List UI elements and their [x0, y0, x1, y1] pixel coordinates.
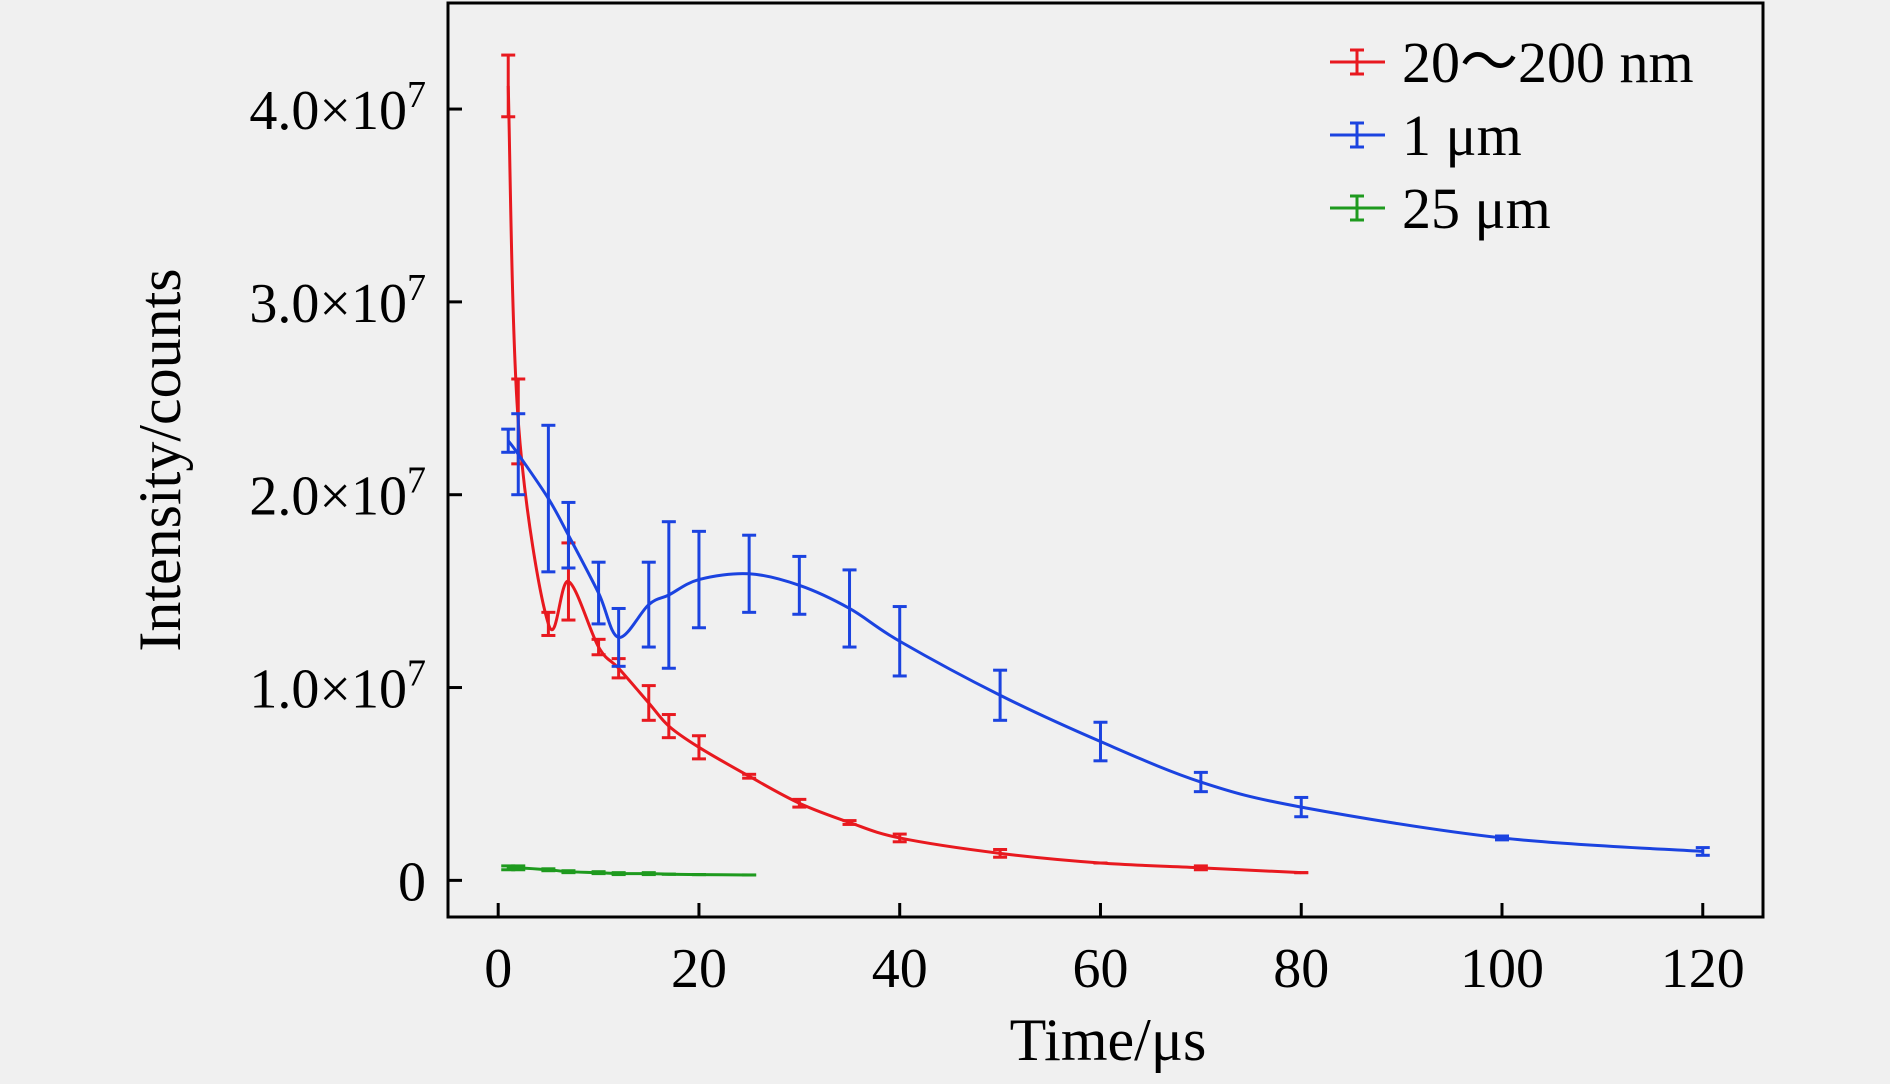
y-axis-title: Intensity/counts — [127, 268, 193, 651]
y-tick-mantissa: 4.0×10 — [249, 80, 407, 142]
legend-label: 20〜200 nm — [1402, 30, 1694, 95]
error-bar — [742, 533, 757, 614]
error-bar — [641, 560, 656, 649]
error-bar — [511, 412, 526, 497]
error-bar — [661, 520, 676, 670]
plot-frame — [446, 1, 1765, 919]
error-bar — [611, 606, 626, 668]
x-tick-label: 20 — [671, 938, 727, 1000]
legend: 20〜200 nm 1 μm 25 μm — [1330, 30, 1694, 241]
error-bar — [611, 871, 626, 877]
series-1 — [501, 412, 1710, 857]
error-bar — [1495, 834, 1510, 842]
error-bar — [541, 610, 556, 637]
error-bar — [501, 53, 516, 119]
error-bar — [541, 867, 556, 873]
y-tick-mantissa: 1.0×10 — [249, 659, 407, 721]
legend-item: 20〜200 nm — [1330, 30, 1694, 95]
error-bar — [742, 772, 757, 780]
legend-label: 1 μm — [1402, 103, 1522, 168]
x-tick-label: 60 — [1072, 938, 1128, 1000]
error-bar — [1294, 795, 1309, 819]
error-bar — [511, 864, 526, 872]
error-bar — [561, 500, 576, 570]
series-layer — [501, 53, 1710, 877]
x-tick-label: 120 — [1661, 938, 1745, 1000]
y-tick-mantissa: 3.0×10 — [249, 273, 407, 335]
error-bar — [892, 605, 907, 678]
error-bar — [501, 427, 516, 454]
series-line — [506, 85, 1302, 875]
error-bar — [691, 734, 706, 761]
error-bar — [842, 568, 857, 649]
error-bar — [993, 848, 1008, 859]
error-bar — [993, 668, 1008, 722]
y-tick-label: 3.0×107 — [249, 267, 426, 335]
error-bar — [591, 637, 606, 657]
y-tick-label: 1.0×107 — [249, 653, 426, 721]
error-bar — [792, 797, 807, 809]
series-0 — [501, 53, 1309, 875]
x-tick-label: 80 — [1273, 938, 1329, 1000]
y-tick-label: 0 — [398, 851, 426, 913]
y-tick-exponent: 7 — [407, 74, 426, 116]
legend-item: 25 μm — [1330, 176, 1551, 241]
error-bar — [1093, 720, 1108, 763]
error-bar — [561, 869, 576, 875]
y-tick-label: 4.0×107 — [249, 74, 426, 142]
error-bar — [1193, 864, 1208, 872]
x-tick-label: 40 — [872, 938, 928, 1000]
error-bar — [591, 870, 606, 876]
x-axis-title: Time/μs — [1010, 1007, 1207, 1073]
error-bar — [661, 713, 676, 740]
y-tick-exponent: 7 — [407, 460, 426, 502]
error-bar — [792, 554, 807, 616]
error-bar — [591, 560, 606, 626]
y-tick-mantissa: 0 — [398, 851, 426, 913]
series-2 — [501, 864, 757, 877]
y-tick-mantissa: 2.0×10 — [249, 466, 407, 528]
x-tick-label: 100 — [1460, 938, 1544, 1000]
x-axis-ticks: 0 20 40 60 80 100 120 — [484, 903, 1745, 1000]
series-line — [507, 439, 1703, 853]
x-tick-label: 0 — [484, 938, 512, 1000]
error-bar — [541, 423, 556, 574]
error-bar — [691, 529, 706, 630]
error-bar — [1695, 846, 1710, 857]
error-bar — [641, 871, 656, 877]
error-bar — [892, 832, 907, 844]
legend-label: 25 μm — [1402, 176, 1551, 241]
error-bar — [1193, 770, 1208, 794]
legend-item: 1 μm — [1330, 103, 1522, 168]
error-bar — [641, 684, 656, 722]
error-bar — [842, 819, 857, 826]
y-tick-label: 2.0×107 — [249, 460, 426, 528]
y-tick-exponent: 7 — [407, 267, 426, 309]
series-line — [508, 866, 750, 877]
y-tick-exponent: 7 — [407, 653, 426, 695]
